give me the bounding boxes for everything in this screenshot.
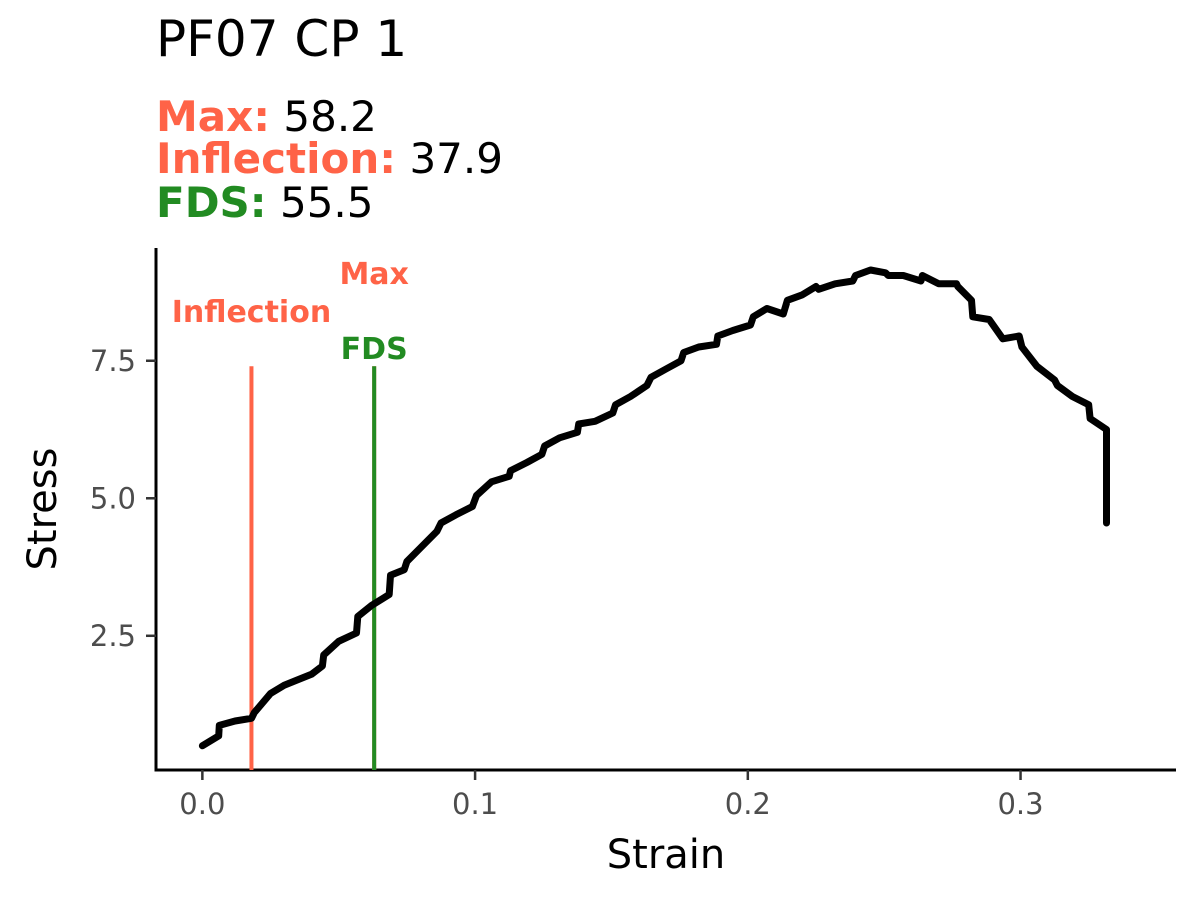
y-tick-label: 7.5 — [90, 344, 136, 378]
stat-max-label: Max: — [156, 92, 271, 141]
stat-max: Max: 58.2 — [156, 96, 377, 138]
stress-strain-line — [198, 266, 1110, 750]
chart-title: PF07 CP 1 — [156, 10, 408, 68]
stat-inflection-value: 37.9 — [409, 134, 503, 183]
stat-inflection-label: Inflection: — [156, 134, 397, 183]
x-tick-label: 0.2 — [725, 787, 771, 821]
x-tick-label: 0.0 — [179, 787, 225, 821]
stat-max-value: 58.2 — [283, 92, 377, 141]
stat-fds: FDS: 55.5 — [156, 182, 373, 224]
x-axis-title: Strain — [607, 832, 726, 878]
stat-inflection: Inflection: 37.9 — [156, 138, 503, 180]
y-tick-label: 2.5 — [90, 619, 136, 653]
x-tick-label: 0.1 — [452, 787, 498, 821]
marker-label-inflection: Inflection — [172, 295, 331, 330]
stat-fds-label: FDS: — [156, 178, 267, 227]
x-tick-label: 0.3 — [997, 787, 1043, 821]
marker-label-fds: FDS — [341, 332, 408, 367]
stat-fds-value: 55.5 — [279, 178, 374, 227]
y-axis-title: Stress — [20, 448, 66, 571]
marker-label-max: Max — [339, 257, 408, 292]
y-tick-label: 5.0 — [90, 481, 136, 515]
